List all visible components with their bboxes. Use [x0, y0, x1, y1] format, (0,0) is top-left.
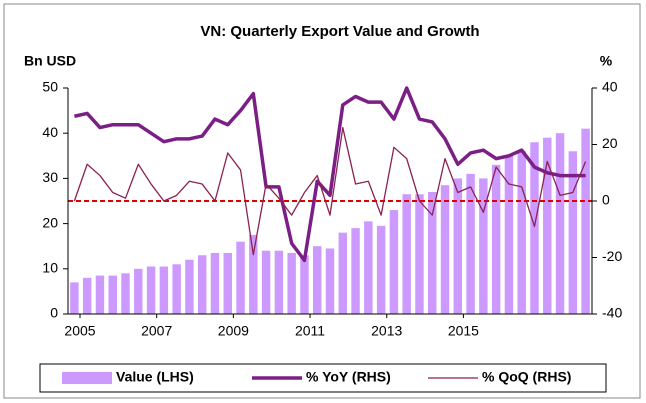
legend-label: % QoQ (RHS) — [482, 369, 571, 385]
bar — [376, 225, 386, 314]
bar — [300, 255, 309, 314]
y-tick-label: 10 — [42, 260, 58, 276]
bar — [415, 194, 424, 314]
bar — [236, 241, 245, 314]
bar — [70, 282, 79, 314]
bar — [581, 128, 590, 314]
y2-tick-label: -40 — [602, 305, 622, 321]
bar — [185, 259, 194, 314]
bar — [223, 252, 232, 314]
y-tick-label: 50 — [42, 79, 58, 95]
y-tick-label: 40 — [42, 124, 58, 140]
x-tick-label: 2005 — [64, 323, 95, 339]
bar — [543, 137, 552, 314]
y2-tick-label: 20 — [602, 135, 618, 151]
bar — [121, 273, 130, 314]
bar — [389, 210, 399, 314]
bar — [428, 191, 437, 314]
legend-label: % YoY (RHS) — [306, 369, 391, 385]
x-tick-label: 2013 — [371, 323, 402, 339]
bar — [287, 252, 296, 314]
y2-tick-label: 40 — [602, 79, 618, 95]
bar — [108, 275, 117, 314]
x-tick-label: 2007 — [141, 323, 172, 339]
legend-swatch — [62, 372, 112, 384]
bar — [210, 252, 220, 314]
y2-tick-label: 0 — [602, 192, 610, 208]
bar — [134, 268, 143, 314]
y-axis-label: Bn USD — [24, 53, 76, 69]
bar — [517, 151, 526, 314]
line-series — [74, 86, 586, 263]
bar — [95, 275, 105, 314]
bar — [82, 277, 92, 314]
bar — [325, 248, 335, 314]
chart-title: VN: Quarterly Export Value and Growth — [200, 23, 479, 40]
bar — [555, 133, 565, 314]
legend-box — [39, 363, 607, 393]
bar — [261, 250, 271, 314]
bar — [453, 178, 463, 314]
bar — [274, 250, 284, 314]
bar — [364, 221, 373, 314]
line-series — [73, 126, 587, 256]
y-tick-label: 0 — [50, 305, 58, 321]
bar — [351, 228, 360, 314]
bar — [491, 164, 501, 314]
bar — [249, 234, 258, 314]
bar — [568, 151, 578, 314]
bar — [504, 155, 514, 314]
y-tick-label: 20 — [42, 214, 58, 230]
bar — [172, 264, 181, 314]
x-tick-label: 2015 — [448, 323, 479, 339]
bar — [466, 173, 475, 314]
y2-axis-label: % — [600, 53, 613, 69]
x-tick-label: 2009 — [218, 323, 249, 339]
x-tick-label: 2011 — [295, 323, 325, 339]
y-tick-label: 30 — [42, 169, 58, 185]
bar — [440, 185, 450, 314]
bar — [338, 232, 347, 314]
bar — [402, 194, 411, 314]
y2-tick-label: -20 — [602, 248, 622, 264]
bar — [197, 255, 207, 314]
legend-label: Value (LHS) — [116, 369, 194, 385]
bar — [530, 142, 539, 314]
bar — [313, 246, 322, 314]
bar — [479, 178, 488, 314]
bar — [159, 266, 169, 314]
bar — [146, 266, 156, 314]
